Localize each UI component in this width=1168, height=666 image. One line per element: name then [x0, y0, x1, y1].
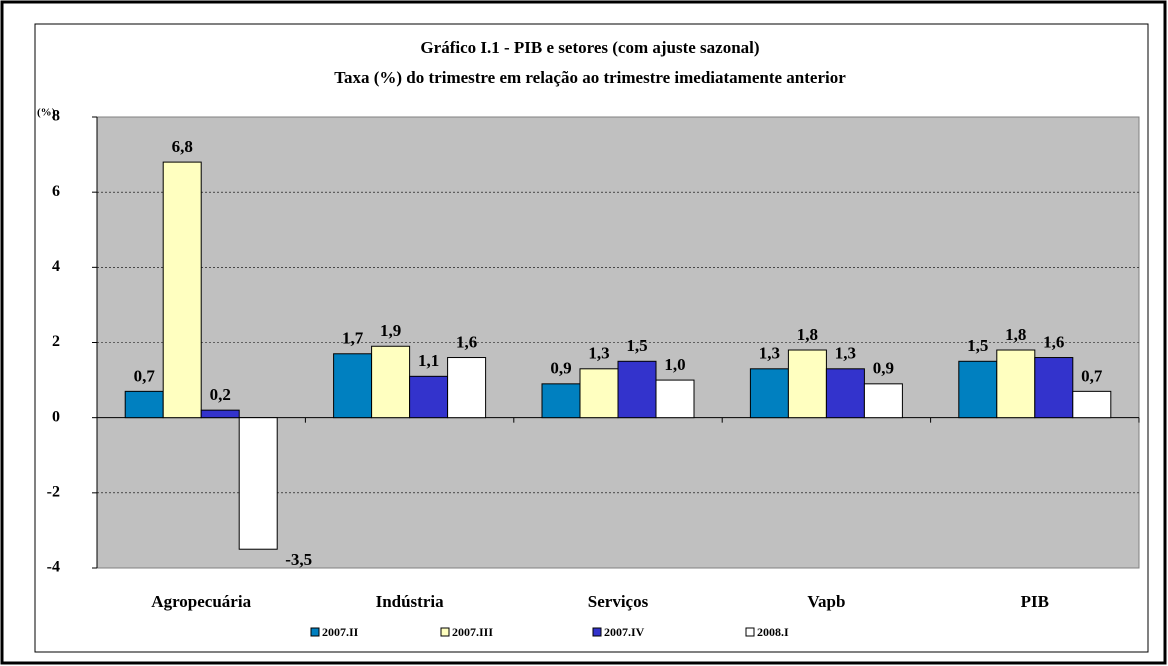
- data-label: 1,6: [1043, 332, 1064, 351]
- data-label: -3,5: [285, 550, 312, 569]
- y-tick-label: -2: [47, 484, 60, 501]
- bar: [863, 383, 903, 419]
- bar: [200, 409, 240, 419]
- legend-label: 2007.IV: [604, 625, 645, 639]
- data-label: 1,3: [835, 344, 856, 363]
- y-axis-label: (%): [37, 107, 56, 119]
- x-tick-label: PIB: [1021, 592, 1049, 611]
- bar: [825, 368, 865, 419]
- x-tick-label: Vapb: [807, 592, 845, 611]
- bar: [579, 368, 619, 419]
- bar: [787, 349, 827, 419]
- chart-subtitle: Taxa (%) do trimestre em relação ao trim…: [334, 68, 846, 87]
- bar: [447, 357, 487, 419]
- legend-label: 2008.I: [757, 625, 789, 639]
- legend-swatch: [310, 627, 320, 637]
- data-label: 1,3: [759, 344, 780, 363]
- y-tick-label: 6: [52, 183, 60, 200]
- legend-label: 2007.III: [452, 625, 493, 639]
- bar: [655, 379, 695, 419]
- bar: [958, 360, 998, 419]
- y-tick-label: 4: [52, 258, 60, 275]
- data-label: 0,7: [1081, 366, 1103, 385]
- data-label: 1,5: [967, 336, 988, 355]
- x-tick-label: Agropecuária: [151, 592, 251, 611]
- data-label: 1,6: [456, 332, 477, 351]
- x-tick-label: Indústria: [376, 592, 445, 611]
- bar: [541, 383, 581, 419]
- bar: [1034, 357, 1074, 419]
- data-label: 6,8: [172, 137, 193, 156]
- data-label: 1,7: [342, 329, 364, 348]
- data-label: 0,2: [210, 385, 231, 404]
- bar: [371, 345, 411, 419]
- data-label: 1,8: [797, 325, 818, 344]
- chart-title: Gráfico I.1 - PIB e setores (com ajuste …: [420, 38, 759, 57]
- y-tick-label: 2: [52, 333, 60, 350]
- data-label: 1,1: [418, 351, 439, 370]
- bar: [1072, 390, 1112, 419]
- legend-swatch: [592, 627, 602, 637]
- bar: [617, 360, 657, 419]
- bar: [996, 349, 1036, 419]
- bar: [124, 390, 164, 419]
- data-label: 1,3: [588, 344, 609, 363]
- y-tick-label: -4: [47, 559, 60, 576]
- bar: [333, 353, 373, 419]
- y-tick-label: 0: [52, 408, 60, 425]
- data-label: 0,9: [550, 359, 571, 378]
- legend-swatch: [745, 627, 755, 637]
- y-tick-label: 8: [52, 108, 60, 125]
- bar: [238, 417, 278, 550]
- legend-label: 2007.II: [322, 625, 359, 639]
- bar: [409, 375, 449, 419]
- data-label: 1,5: [626, 336, 647, 355]
- legend-swatch: [440, 627, 450, 637]
- data-label: 1,9: [380, 321, 401, 340]
- data-label: 1,8: [1005, 325, 1026, 344]
- data-label: 0,9: [873, 359, 894, 378]
- x-tick-label: Serviços: [588, 592, 649, 611]
- bar: [749, 368, 789, 419]
- bar: [162, 161, 202, 419]
- data-label: 0,7: [134, 366, 156, 385]
- data-label: 1,0: [664, 355, 685, 374]
